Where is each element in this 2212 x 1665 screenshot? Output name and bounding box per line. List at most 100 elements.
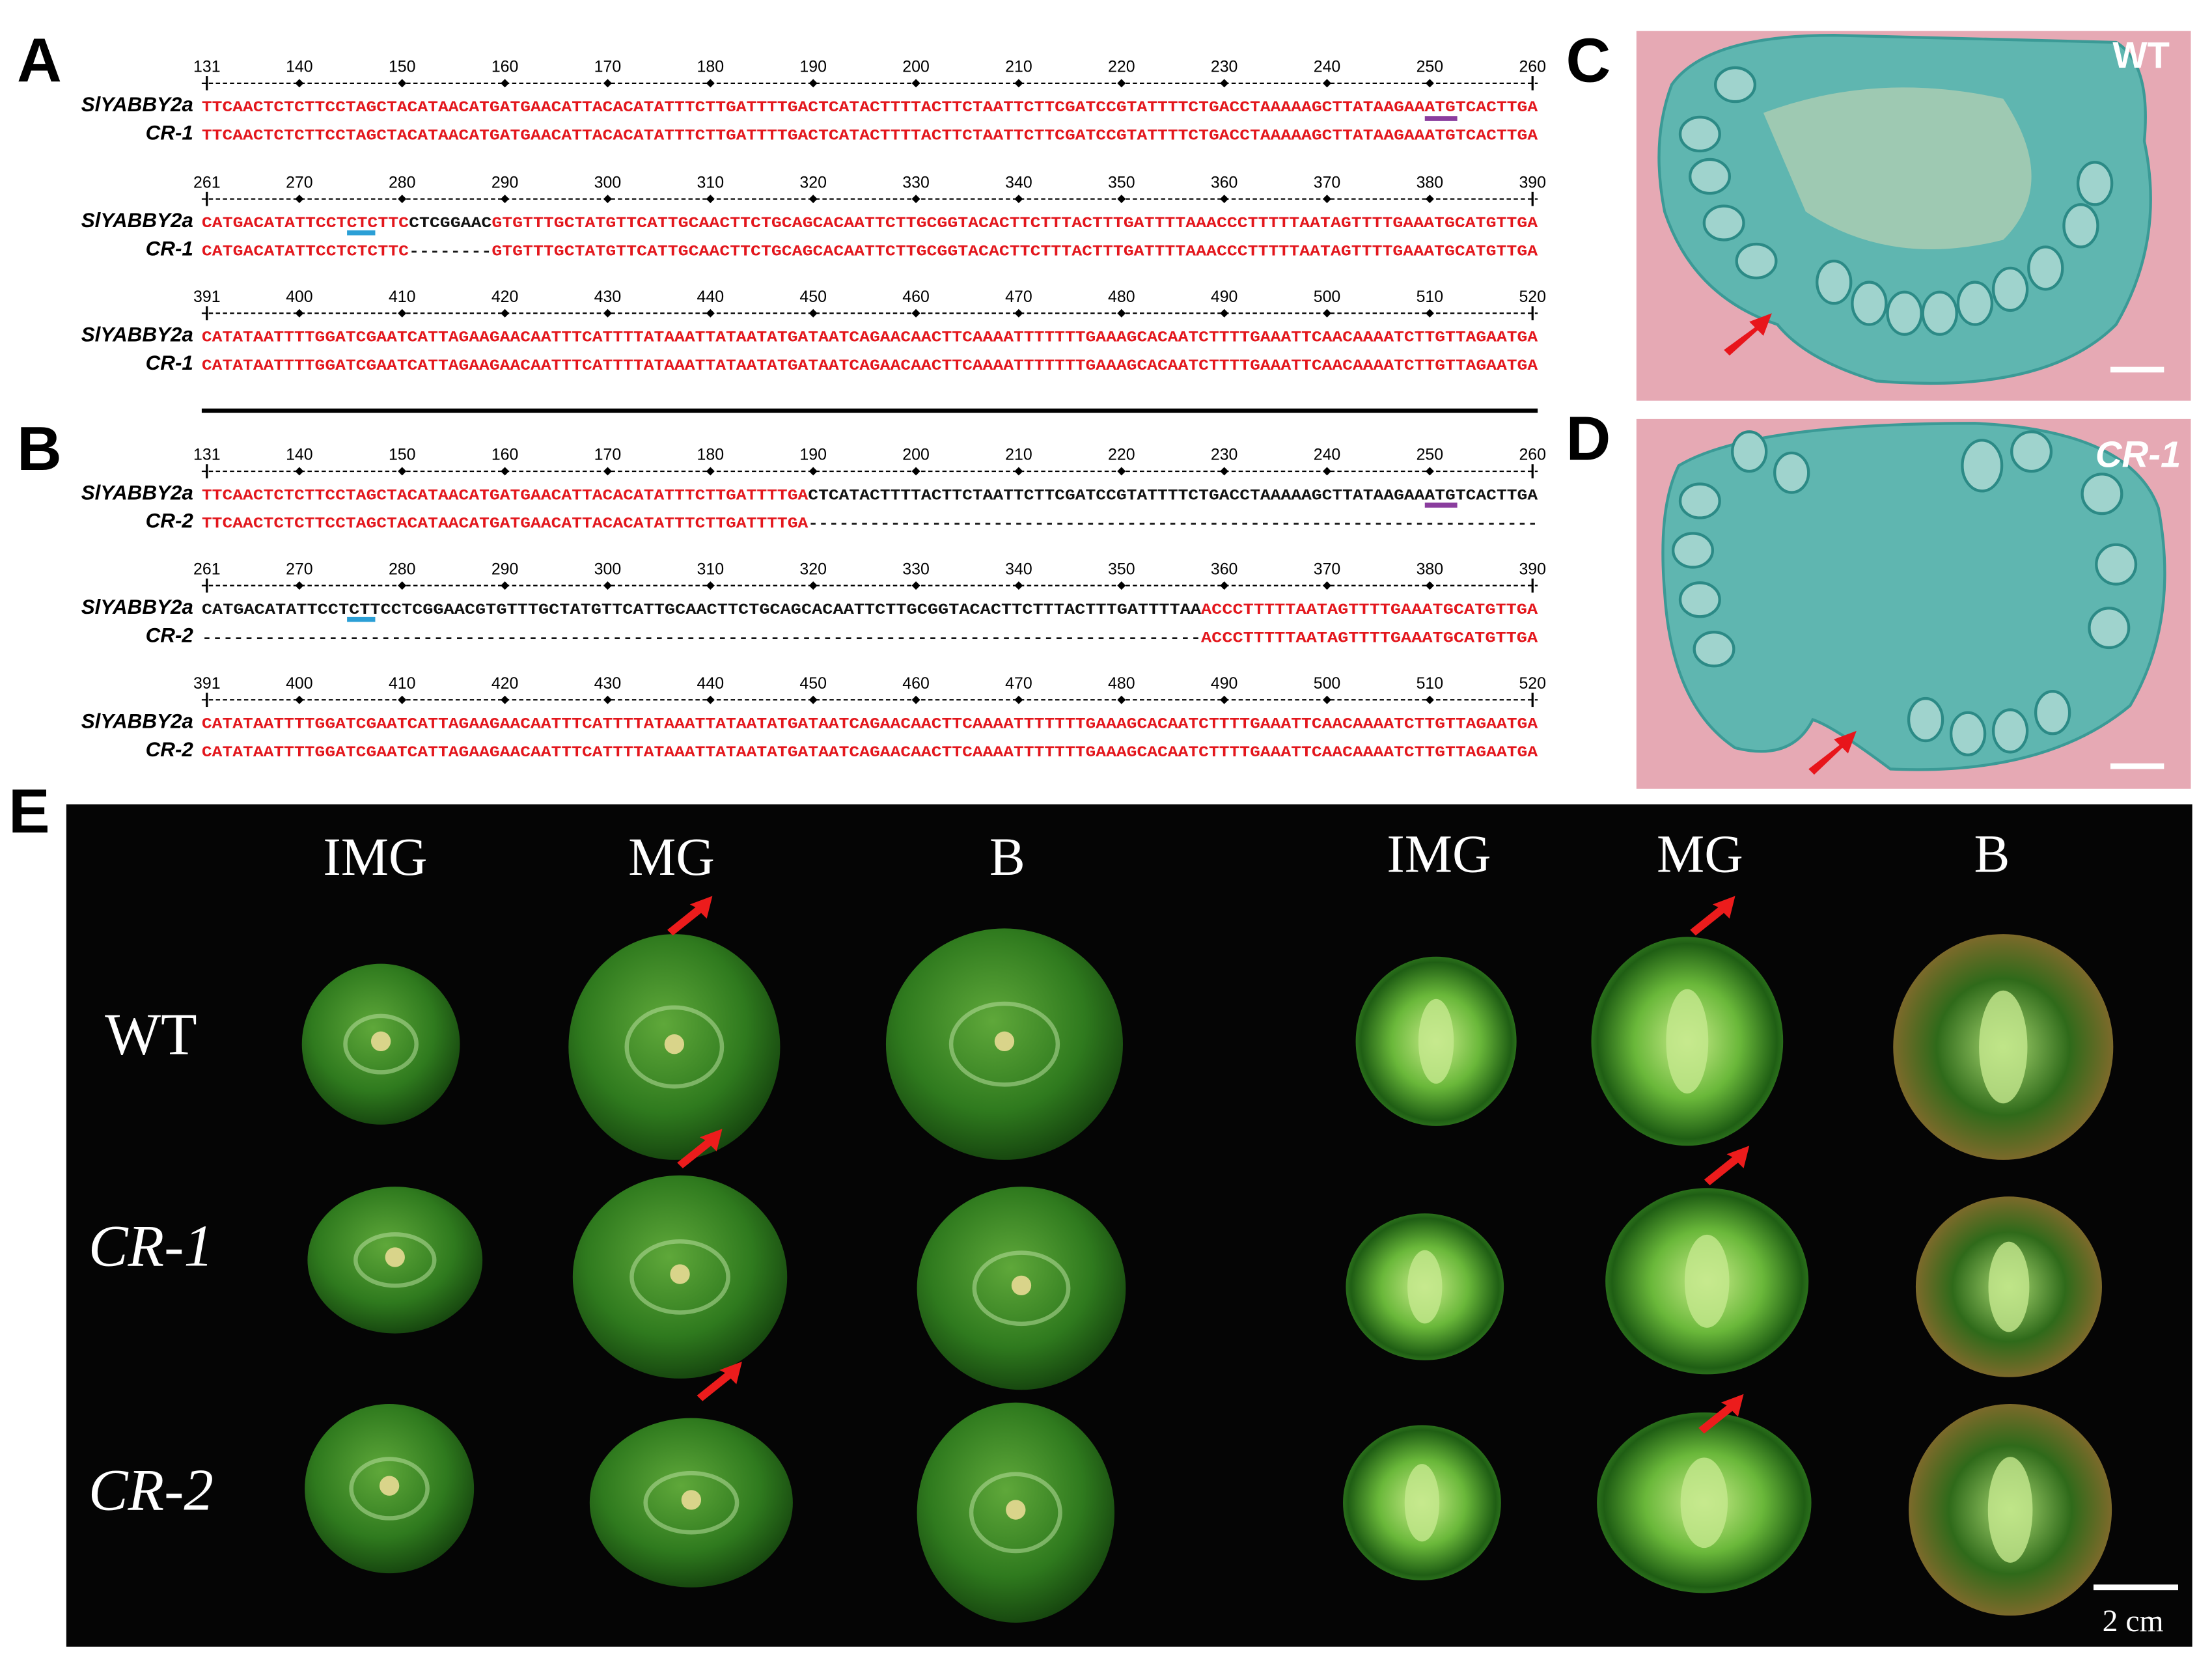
arrow (697, 1361, 742, 1401)
ruler-tick (1117, 309, 1126, 318)
sequence: CATATAATTTTGGATCGAATCATTAGAAGAACAATTTCAT… (202, 357, 1538, 374)
sequence: ----------------------------------------… (808, 516, 1538, 532)
ruler-tick (1323, 79, 1332, 88)
ruler-tick (706, 467, 715, 476)
ruler-number: 210 (1005, 446, 1032, 464)
ruler-tick (501, 467, 510, 476)
ruler-number: 391 (193, 674, 221, 693)
stage-label: MG (1657, 825, 1743, 884)
sequence-name: SlYABBY2a (81, 323, 193, 346)
panel-label: A (17, 27, 62, 96)
genotype-label: CR-2 (89, 1457, 214, 1523)
ruler-number: 520 (1519, 674, 1546, 693)
sequence: ----------------------------------------… (202, 629, 1201, 646)
ruler-tick (1425, 195, 1434, 204)
ruler-tick (1220, 695, 1229, 704)
fruit-stem (379, 1476, 400, 1496)
fruit-stem (994, 1031, 1015, 1052)
panel-label: D (1566, 405, 1611, 474)
ruler-tick (1220, 467, 1229, 476)
ruler-number: 510 (1417, 674, 1444, 693)
ruler-number: 230 (1211, 58, 1238, 76)
ruler-tick (809, 309, 818, 318)
ruler-number: 160 (491, 446, 519, 464)
fruit-stem (1011, 1275, 1032, 1296)
ruler-number: 340 (1005, 173, 1032, 191)
ruler-tick (1425, 467, 1434, 476)
stage-label: IMG (323, 827, 427, 887)
genotype-label: WT (2112, 34, 2170, 76)
arrow (677, 1129, 723, 1168)
ruler-number: 440 (697, 674, 725, 693)
fruit-stem (385, 1247, 405, 1267)
sequence: CTCGGAAC (409, 215, 492, 232)
ruler-number: 510 (1417, 288, 1444, 306)
sequence-name: CR-1 (146, 351, 193, 374)
ruler-number: 470 (1005, 288, 1032, 306)
sequence: ACCCTTTTTAATAGTTTTGAAATGCATGTTGA (1201, 601, 1538, 618)
arrow (1704, 1146, 1750, 1185)
ruler-number: 270 (286, 173, 313, 191)
ruler-number: 410 (389, 288, 416, 306)
ruler-number: 500 (1314, 288, 1341, 306)
ruler-number: 520 (1519, 288, 1546, 306)
stage-label: B (989, 827, 1025, 887)
sequence-name: SlYABBY2a (81, 710, 193, 733)
ruler-tick (1014, 195, 1023, 204)
fruit-stem (670, 1264, 690, 1284)
ruler-number: 200 (902, 58, 930, 76)
fruit-highlight (353, 1232, 437, 1288)
ruler-tick (809, 195, 818, 204)
panel-label: C (1566, 27, 1611, 96)
ruler-number: 261 (193, 173, 221, 191)
ruler-tick (501, 695, 510, 704)
ruler-number: 160 (491, 58, 519, 76)
ruler-tick (1425, 695, 1434, 704)
ruler-tick (398, 581, 407, 590)
sequence: ACCCTTTTTAATAGTTTTGAAATGCATGTTGA (1201, 629, 1538, 646)
ruler-tick (1117, 581, 1126, 590)
ruler-tick (1323, 695, 1332, 704)
ruler-number: 150 (389, 446, 416, 464)
ruler-tick (295, 695, 304, 704)
ruler-tick (1323, 467, 1332, 476)
ruler-number: 260 (1519, 446, 1546, 464)
ruler-number: 430 (594, 674, 622, 693)
ruler-tick (911, 695, 920, 704)
ruler-number: 170 (594, 446, 622, 464)
ruler-number: 200 (902, 446, 930, 464)
sequence-name: SlYABBY2a (81, 93, 193, 116)
ruler-number: 220 (1108, 446, 1135, 464)
ruler-number: 490 (1211, 288, 1238, 306)
ruler-number: 261 (193, 560, 221, 578)
ruler-number: 390 (1519, 173, 1546, 191)
ruler-number: 300 (594, 173, 622, 191)
ruler-tick (398, 467, 407, 476)
ruler-number: 380 (1417, 173, 1444, 191)
ruler-number: 210 (1005, 58, 1032, 76)
ruler-tick (1220, 581, 1229, 590)
sequence: CATATAATTTTGGATCGAATCATTAGAAGAACAATTTCAT… (202, 744, 1538, 761)
sequence: CATGACATATTCCTCTCTTC (202, 215, 409, 232)
ruler-number: 290 (491, 173, 519, 191)
fruit-highlight (972, 1250, 1071, 1327)
ruler-tick (809, 581, 818, 590)
ruler-tick (1220, 79, 1229, 88)
ruler-number: 400 (286, 288, 313, 306)
arrow (1690, 896, 1735, 936)
sequence: CATATAATTTTGGATCGAATCATTAGAAGAACAATTTCAT… (202, 716, 1538, 733)
ruler-tick (398, 195, 407, 204)
ruler-tick (1323, 309, 1332, 318)
sequence-name: CR-1 (146, 122, 193, 144)
fruit-stem (681, 1490, 702, 1510)
sequence-name: SlYABBY2a (81, 209, 193, 232)
stage-label: MG (628, 827, 715, 887)
micrograph (1636, 419, 2191, 789)
ruler-number: 420 (491, 288, 519, 306)
ruler-number: 280 (389, 173, 416, 191)
ruler-number: 470 (1005, 674, 1032, 693)
ruler-tick (295, 79, 304, 88)
fruit-core (1404, 1464, 1440, 1542)
fruit-core (1407, 1250, 1443, 1324)
ruler-number: 360 (1211, 560, 1238, 578)
